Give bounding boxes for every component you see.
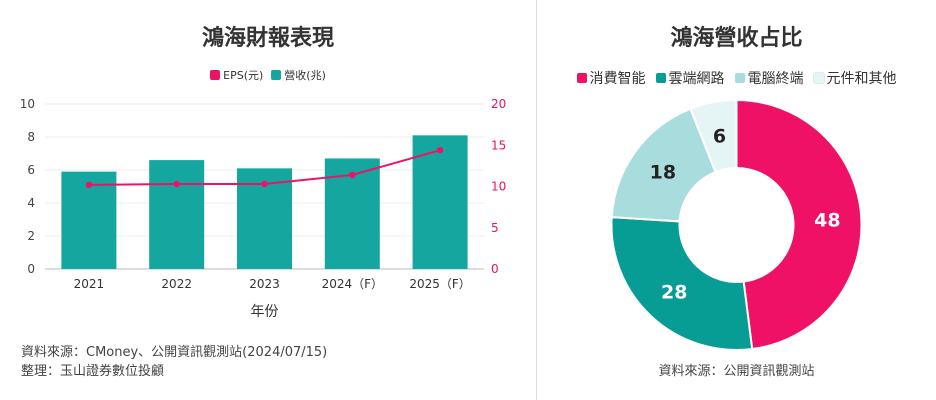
left-chart-legend: EPS(元) 營收(兆) [0, 67, 536, 83]
slice-label: 6 [713, 126, 726, 148]
x-tick-label: 2022 [161, 277, 192, 291]
x-tick-label: 2024（F） [322, 277, 383, 291]
legend-swatch [812, 72, 825, 84]
eps-point [173, 180, 180, 188]
y-left-tick-label: 6 [27, 163, 35, 177]
left-legend-item: 營收(兆) [271, 67, 326, 83]
legend-label: 雲端網路 [668, 71, 725, 87]
revenue-bar [149, 160, 205, 269]
x-tick-label: 2023 [249, 277, 280, 291]
eps-point [85, 181, 93, 189]
legend-swatch [576, 73, 587, 83]
y-right-tick-label: 20 [491, 97, 506, 111]
right-chart-title: 鴻海營收占比 [670, 26, 803, 51]
right-source-note: 資料來源：公開資訊觀測站 [658, 364, 815, 379]
left-legend-item: EPS(元) [210, 67, 263, 83]
donut-slice [689, 98, 738, 174]
right-legend-item: 電腦終端 [734, 68, 804, 88]
eps-point [349, 171, 356, 179]
x-axis-label: 年份 [251, 304, 279, 320]
right-legend-item: 元件和其他 [812, 68, 897, 88]
y-left-tick-label: 4 [27, 196, 35, 210]
right-legend-item: 消費智能 [576, 68, 646, 88]
source-line: 資料來源：CMoney、公開資訊觀測站(2024/07/15) [21, 345, 328, 360]
left-source-note: 資料來源：CMoney、公開資訊觀測站(2024/07/15) 整理：玉山證券數… [21, 343, 327, 381]
y-left-tick-label: 0 [27, 262, 35, 276]
slice-label: 48 [814, 209, 840, 231]
donut-slice [610, 107, 717, 223]
y-right-tick-label: 15 [491, 138, 506, 152]
legend-swatch [655, 73, 666, 83]
y-right-tick-label: 5 [491, 221, 499, 235]
slice-label: 18 [650, 162, 676, 184]
donut-slice [610, 216, 754, 351]
revenue-bar [412, 135, 468, 269]
legend-label: EPS(元) [223, 69, 264, 82]
revenue-share-panel: 鴻海營收占比 消費智能 雲端網路 電腦終端 元件和其他 48 28 18 6 資料來源：公開… [537, 0, 936, 400]
legend-label: 消費智能 [589, 71, 646, 87]
legend-label: 電腦終端 [747, 71, 804, 87]
y-right-tick-label: 0 [491, 262, 499, 276]
legend-label: 元件和其他 [826, 71, 897, 87]
y-left-tick-label: 10 [20, 97, 35, 111]
compiler-line: 整理：玉山證券數位投顧 [21, 364, 165, 379]
x-tick-label: 2021 [74, 277, 105, 291]
y-right-tick-label: 10 [491, 180, 506, 194]
y-left-tick-label: 2 [27, 229, 35, 243]
left-chart-title: 鴻海財報表現 [201, 26, 334, 51]
right-chart-legend: 消費智能 雲端網路 電腦終端 元件和其他 [537, 68, 936, 88]
legend-swatch [271, 70, 282, 80]
x-tick-label: 2025（F） [409, 277, 470, 291]
eps-point [261, 180, 268, 188]
y-left-tick-label: 8 [27, 130, 35, 144]
donut-slice [735, 98, 863, 351]
panel-divider [536, 0, 537, 400]
slice-label: 28 [661, 281, 687, 303]
donut-chart: 48 28 18 6 [610, 98, 863, 351]
legend-label: 營收(兆) [284, 69, 326, 82]
legend-swatch [734, 73, 745, 83]
financial-performance-panel: 鴻海財報表現 EPS(元) 營收(兆) 0 2 4 6 8 10 0 5 10 15 20 2021 20… [0, 26, 536, 381]
right-legend-item: 雲端網路 [655, 68, 725, 88]
combo-chart: 0 2 4 6 8 10 0 5 10 15 20 2021 2022 2023 2024（F） 2025（F… [20, 97, 507, 320]
legend-swatch [210, 70, 221, 80]
eps-point [436, 147, 444, 154]
